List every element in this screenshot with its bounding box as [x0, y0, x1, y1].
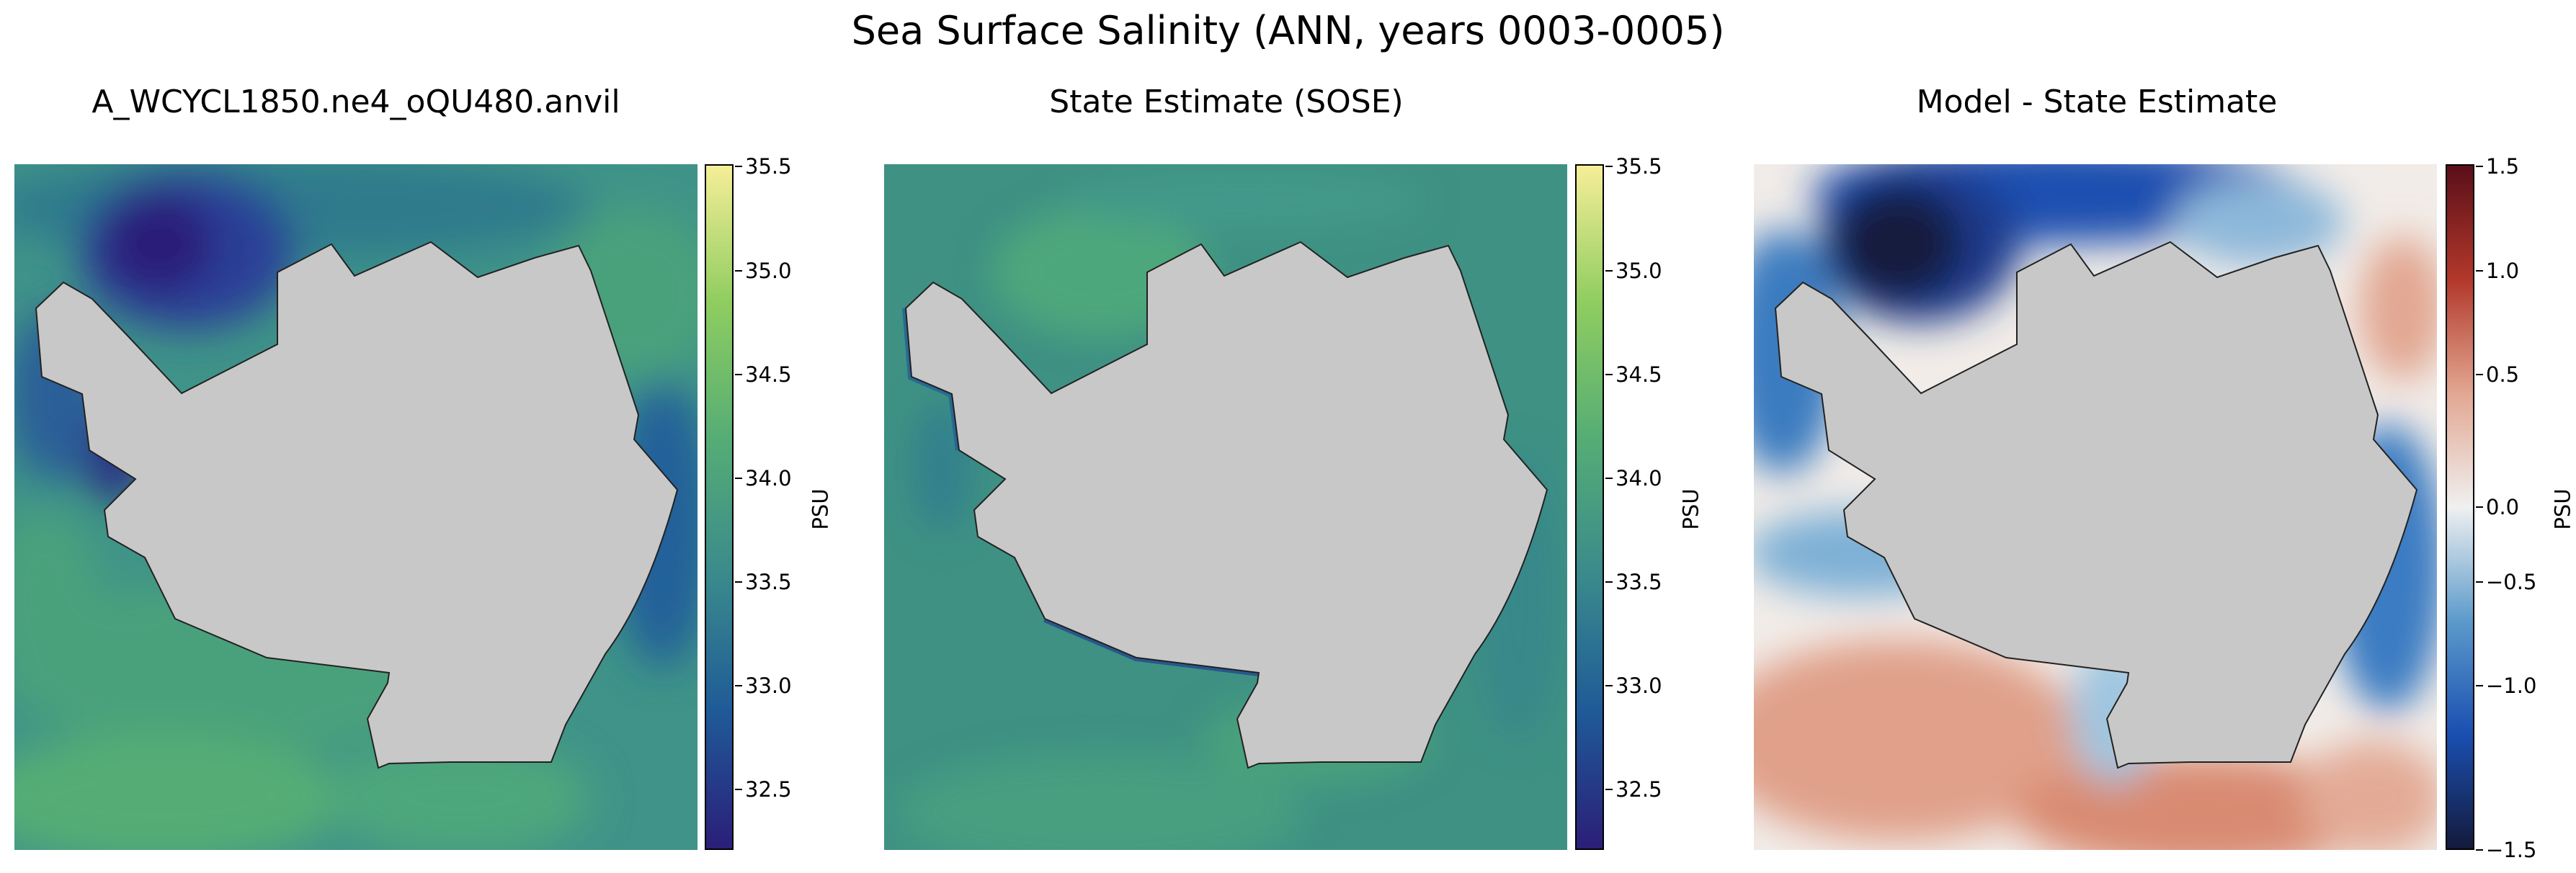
colorbar-tick: −1.5 — [2475, 838, 2537, 862]
colorbar-label: PSU — [2550, 488, 2575, 530]
colorbar-tick: 34.5 — [1605, 362, 1662, 387]
colorbar-tick: 34.0 — [735, 466, 792, 491]
difference-colorbar — [2446, 164, 2474, 850]
sose-colorbar — [1575, 164, 1604, 850]
colorbar-tick: 35.5 — [735, 154, 792, 179]
colorbar-tick: 1.0 — [2475, 259, 2520, 283]
colorbar-tick: 34.5 — [735, 362, 792, 387]
colorbar-tick: 34.0 — [1605, 466, 1662, 491]
colorbar-tick: −1.0 — [2475, 673, 2537, 698]
model-salinity-map — [14, 164, 698, 850]
panel-1-title: A_WCYCL1850.ne4_oQU480.anvil — [92, 84, 620, 120]
colorbar-tick: 35.5 — [1605, 154, 1662, 179]
antarctica-landmass — [35, 241, 679, 769]
colorbar-tick: 0.5 — [2475, 362, 2520, 387]
model-map-svg — [14, 164, 698, 850]
colorbar-tick: −0.5 — [2475, 570, 2537, 594]
sose-map-svg — [884, 164, 1567, 850]
panel-2-title: State Estimate (SOSE) — [1049, 84, 1404, 120]
colorbar-tick: 32.5 — [1605, 777, 1662, 802]
colorbar-label: PSU — [1678, 488, 1703, 530]
antarctica-landmass — [1774, 241, 2418, 769]
model-colorbar — [705, 164, 734, 850]
figure-title: Sea Surface Salinity (ANN, years 0003-00… — [851, 8, 1725, 53]
colorbar-tick: 0.0 — [2475, 495, 2520, 519]
colorbar-tick: 33.0 — [1605, 673, 1662, 698]
difference-map-svg — [1754, 164, 2437, 850]
colorbar-tick: 33.5 — [1605, 570, 1662, 594]
colorbar-tick: 35.0 — [735, 259, 792, 283]
panel-3-title: Model - State Estimate — [1916, 84, 2278, 120]
antarctica-landmass — [904, 241, 1548, 769]
colorbar-tick: 33.0 — [735, 673, 792, 698]
colorbar-tick: 33.5 — [735, 570, 792, 594]
colorbar-tick: 35.0 — [1605, 259, 1662, 283]
colorbar-label: PSU — [808, 488, 833, 530]
sose-salinity-map — [884, 164, 1567, 850]
difference-map — [1754, 164, 2437, 850]
colorbar-tick: 1.5 — [2475, 154, 2520, 179]
colorbar-tick: 32.5 — [735, 777, 792, 802]
